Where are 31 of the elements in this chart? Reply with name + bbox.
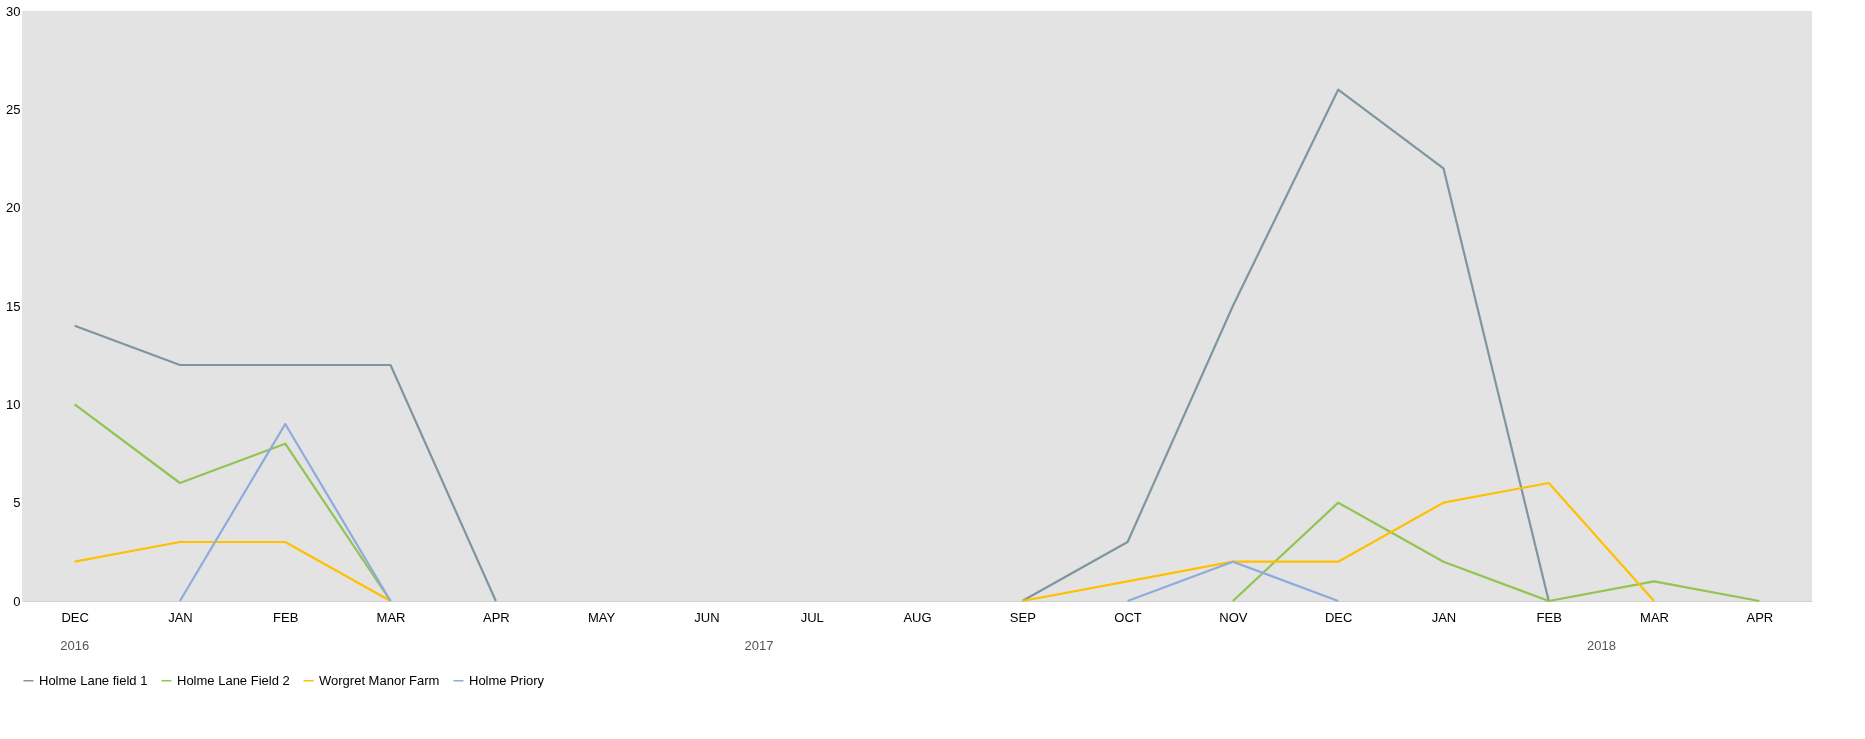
text: 2016 xyxy=(60,638,90,653)
x-tick-label: JAN xyxy=(168,609,193,625)
x-tick-label: APR xyxy=(482,609,510,625)
y-tick-label: 25 xyxy=(6,101,21,117)
y-tick-label: 30 xyxy=(6,3,21,19)
text: 2018 xyxy=(1586,638,1616,653)
y-tick-label: 5 xyxy=(13,495,21,511)
y-tick-label: 0 xyxy=(13,593,21,609)
x-tick-label: NOV xyxy=(1219,609,1248,625)
y-tick-label: 20 xyxy=(6,200,21,216)
legend-label: Worgret Manor Farm xyxy=(319,672,440,688)
x-tick-label: SEP xyxy=(1009,609,1036,625)
x-tick-label: AUG xyxy=(903,609,932,625)
x-tick-label: MAR xyxy=(1640,609,1669,625)
legend-label: Holme Priory xyxy=(469,672,545,688)
x-tick-label: JUN xyxy=(694,609,720,625)
x-tick-label: MAY xyxy=(588,609,616,625)
x-tick-label: FEB xyxy=(273,609,299,625)
x-tick-label: APR xyxy=(1746,609,1774,625)
x-tick-label: JAN xyxy=(1431,609,1457,625)
legend-label: Holme Lane Field 2 xyxy=(177,672,290,688)
y-tick-label: 10 xyxy=(6,396,21,412)
y-tick-label: 15 xyxy=(6,298,21,314)
x-tick-label: DEC xyxy=(1324,609,1353,625)
x-tick-label: OCT xyxy=(1114,609,1142,625)
x-tick-label: DEC xyxy=(61,609,89,625)
legend-label: Holme Lane field 1 xyxy=(39,672,148,688)
x-tick-label: FEB xyxy=(1536,609,1562,625)
x-tick-label: MAR xyxy=(376,609,406,625)
x-tick-label: JUL xyxy=(800,609,824,625)
text: 2017 xyxy=(744,638,774,653)
